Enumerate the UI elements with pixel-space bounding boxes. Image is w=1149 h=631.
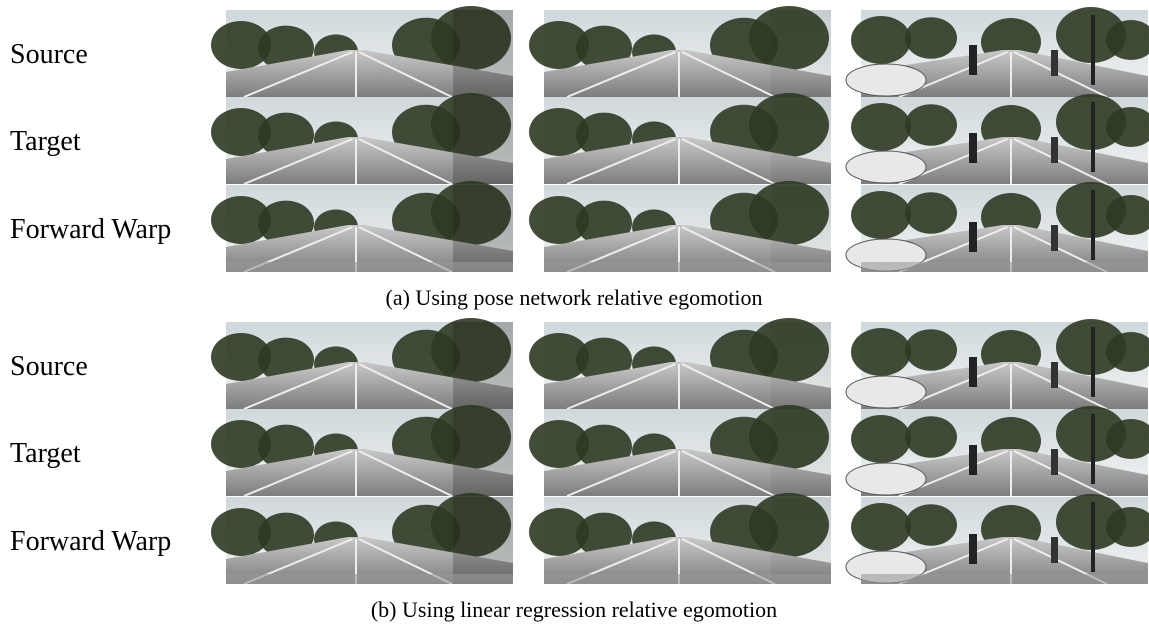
photo-pole: [1091, 102, 1095, 172]
photo-pole: [1091, 414, 1095, 484]
photo-shadow: [453, 10, 513, 97]
photo-tree: [905, 192, 957, 234]
row-label: Target: [10, 126, 81, 157]
photo-shadow: [771, 322, 831, 409]
photo-person: [969, 133, 977, 163]
photo: [529, 493, 831, 584]
photo: [846, 319, 1149, 409]
photo-person: [1051, 137, 1058, 163]
photo-pole: [1091, 190, 1095, 260]
photo-pole: [1091, 502, 1095, 572]
photo-person: [969, 357, 977, 387]
photo-person: [1051, 50, 1058, 76]
photo: [846, 7, 1149, 97]
photo: [529, 6, 831, 97]
photo-shadow: [453, 497, 513, 584]
photo-person: [969, 534, 977, 564]
photo: [529, 405, 831, 496]
photo-car: [846, 64, 926, 96]
photo-person: [969, 45, 977, 75]
photo: [846, 406, 1149, 496]
photo-shadow: [771, 10, 831, 97]
photo-warp-edge: [226, 574, 513, 584]
photo-warp-edge: [226, 262, 513, 272]
photo-tree: [905, 329, 957, 371]
photo: [846, 182, 1149, 272]
photo-person: [969, 445, 977, 475]
photo-warp-edge: [861, 574, 1148, 584]
photo: [529, 181, 831, 272]
photo-pole: [1091, 15, 1095, 85]
photo-tree: [905, 504, 957, 546]
photo-person: [1051, 537, 1058, 563]
photo-shadow: [453, 409, 513, 496]
photo-warp-edge: [544, 262, 831, 272]
photo-person: [1051, 449, 1058, 475]
photo-car: [846, 151, 926, 183]
photo: [211, 493, 513, 584]
photo-tree: [905, 416, 957, 458]
figure: Source Target Forward Warp (a) Using pose n…: [0, 0, 1149, 631]
photo: [211, 318, 513, 409]
photo-person: [969, 222, 977, 252]
photo-tree: [905, 104, 957, 146]
photo-pole: [1091, 327, 1095, 397]
caption: (a) Using pose network relative egomotio…: [386, 285, 763, 310]
photo-warp-edge: [544, 574, 831, 584]
caption: (b) Using linear regression relative ego…: [371, 597, 777, 622]
photo: [211, 93, 513, 184]
photo-warp-edge: [861, 262, 1148, 272]
photo: [529, 93, 831, 184]
photo-shadow: [771, 409, 831, 496]
photo-person: [1051, 225, 1058, 251]
photo: [211, 6, 513, 97]
photo-tree: [905, 17, 957, 59]
photo: [211, 181, 513, 272]
photo-shadow: [453, 322, 513, 409]
photo-person: [1051, 362, 1058, 388]
photo-car: [846, 376, 926, 408]
photo-tree: [851, 503, 911, 551]
row-label: Source: [10, 351, 88, 382]
photo-tree: [851, 103, 911, 151]
row-label: Target: [10, 438, 81, 469]
photo-tree: [851, 328, 911, 376]
photo-shadow: [771, 497, 831, 584]
photo-car: [846, 463, 926, 495]
photo-shadow: [771, 185, 831, 272]
photo: [846, 94, 1149, 184]
row-label: Forward Warp: [10, 526, 171, 557]
photo-shadow: [771, 97, 831, 184]
row-label: Forward Warp: [10, 214, 171, 245]
photo-shadow: [453, 97, 513, 184]
photo: [211, 405, 513, 496]
photo-tree: [851, 16, 911, 64]
photo: [529, 318, 831, 409]
photo: [846, 494, 1149, 584]
photo-shadow: [453, 185, 513, 272]
row-label: Source: [10, 39, 88, 70]
photo-tree: [851, 415, 911, 463]
photo-tree: [851, 191, 911, 239]
